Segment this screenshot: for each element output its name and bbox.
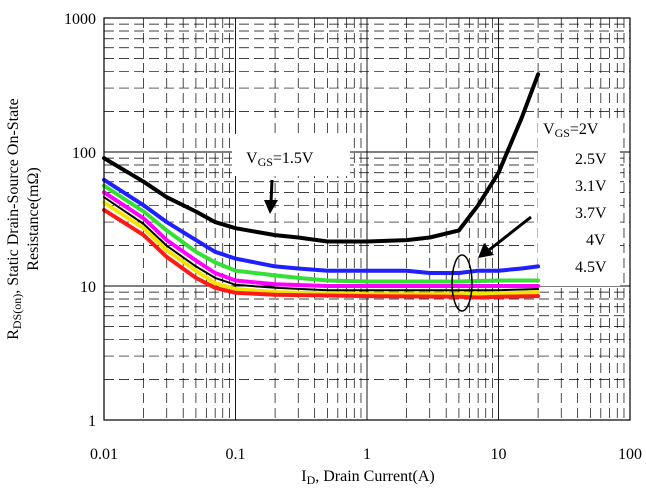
legend-arrow-shaft [488, 215, 532, 252]
y-tick-label: 1000 [64, 11, 96, 28]
x-tick-label: 1 [363, 446, 371, 463]
vgs15-arrow-shaft [269, 179, 274, 204]
legend-first-label: VGS=2V [543, 121, 599, 140]
y-tick-label: 10 [80, 279, 96, 296]
series-lines [102, 72, 541, 300]
y-axis-label: RDS(on), Static Drain-Source On-State Re… [5, 98, 42, 340]
x-axis-label: ID, Drain Current(A) [301, 468, 435, 487]
svg-text:Resistance(mΩ): Resistance(mΩ) [25, 167, 42, 270]
y-tick-label: 100 [72, 145, 96, 162]
legend-label-4-5v: 4.5V [575, 259, 607, 276]
vgs15-label-box [232, 134, 350, 176]
legend-label-4v: 4V [586, 232, 606, 249]
legend-box [538, 118, 620, 286]
vgs15-arrowhead [264, 200, 278, 214]
series-line-2v [102, 177, 541, 275]
series-line-3-1v [102, 190, 541, 288]
y-tick-label: 1 [88, 413, 96, 430]
x-tick-label: 0.1 [226, 446, 246, 463]
legend-label-3-7v: 3.7V [575, 205, 607, 222]
legend-label-2-5v: 2.5V [575, 151, 607, 168]
x-tick-label: 10 [491, 446, 507, 463]
x-tick-label: 100 [618, 446, 642, 463]
legend-arrowhead [478, 243, 494, 258]
series-line-3-7v [103, 196, 540, 292]
series-line-4v [102, 200, 541, 297]
series-line-v-gs-1-5v [102, 72, 541, 244]
svg-text:RDS(on), Static Drain-Source O: RDS(on), Static Drain-Source On-State [5, 98, 24, 340]
series-line-2-5v [102, 183, 541, 284]
x-tick-labels: 0.01 0.1 1 10 100 [90, 446, 642, 463]
curve-group-ellipse [451, 254, 473, 312]
legend-label-3-1v: 3.1V [575, 178, 607, 195]
x-tick-label: 0.01 [90, 446, 118, 463]
series-line-4-5v [102, 207, 541, 300]
y-tick-labels: 1 10 100 1000 [64, 11, 96, 430]
vgs15-label: VGS=1.5V [246, 150, 314, 169]
plot-frame [103, 17, 631, 421]
